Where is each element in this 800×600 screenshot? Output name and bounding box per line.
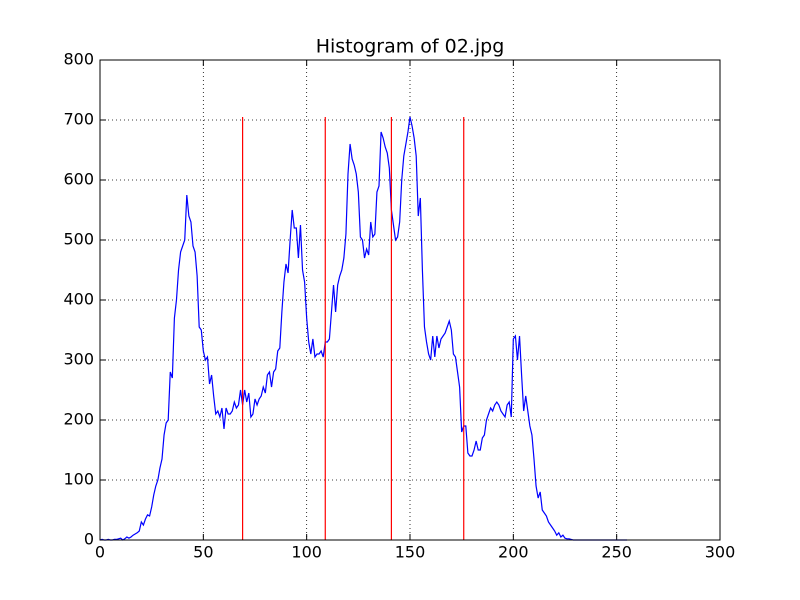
y-tick-label: 400 xyxy=(63,290,94,309)
data-line xyxy=(99,116,627,541)
x-tick-label: 300 xyxy=(705,543,736,562)
x-tick-label: 150 xyxy=(395,543,426,562)
y-tick-label: 700 xyxy=(63,110,94,129)
y-tick-label: 600 xyxy=(63,170,94,189)
x-tick-label: 250 xyxy=(601,543,632,562)
x-tick-label: 100 xyxy=(291,543,322,562)
y-tick-label: 300 xyxy=(63,350,94,369)
y-tick-label: 100 xyxy=(63,470,94,489)
y-tick-label: 0 xyxy=(84,530,94,549)
x-tick-label: 50 xyxy=(193,543,213,562)
y-tick-label: 500 xyxy=(63,230,94,249)
plot-frame xyxy=(99,59,721,541)
x-tick-label: 0 xyxy=(95,543,105,562)
y-tick-label: 800 xyxy=(63,50,94,69)
y-tick-label: 200 xyxy=(63,410,94,429)
x-tick-label: 200 xyxy=(498,543,529,562)
chart-title: Histogram of 02.jpg xyxy=(316,36,505,58)
